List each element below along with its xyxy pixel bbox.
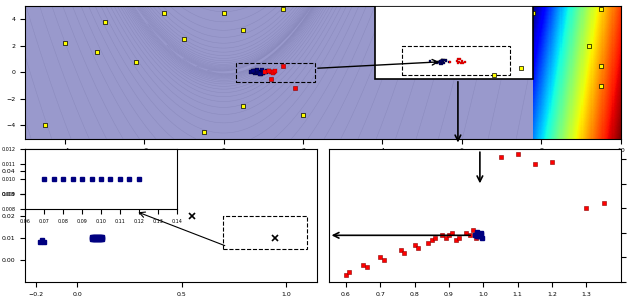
Bar [374, 6, 534, 79]
Bar [236, 63, 315, 82]
Bar [223, 216, 307, 249]
Bar [403, 46, 510, 75]
